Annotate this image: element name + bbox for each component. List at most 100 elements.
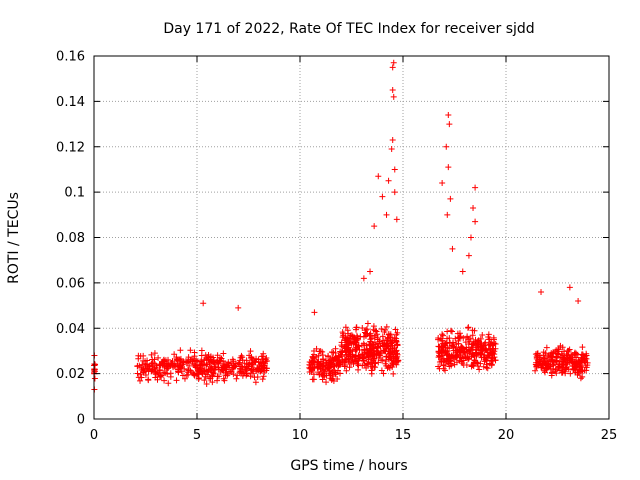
data-point [384, 337, 391, 344]
data-point [191, 371, 198, 378]
data-point [142, 372, 149, 379]
data-point [365, 356, 372, 363]
data-point [445, 164, 452, 171]
data-point [355, 353, 362, 360]
data-point [389, 87, 396, 94]
data-point [445, 355, 452, 362]
data-point [309, 367, 316, 374]
data-point [142, 360, 149, 367]
data-point [260, 353, 267, 360]
data-point [388, 146, 395, 153]
data-point [202, 373, 209, 380]
data-point [437, 335, 444, 342]
data-point [230, 371, 237, 378]
data-point [390, 370, 397, 377]
data-point [325, 359, 332, 366]
data-point [187, 347, 194, 354]
data-point [317, 360, 324, 367]
y-tick-label: 0.04 [56, 322, 85, 337]
data-point [334, 376, 341, 383]
data-point [444, 211, 451, 218]
data-point [366, 349, 373, 356]
data-point [319, 348, 326, 355]
data-point [555, 348, 562, 355]
data-point [180, 359, 187, 366]
y-tick-label: 0.14 [56, 95, 85, 110]
data-point [346, 364, 353, 371]
data-point [569, 352, 576, 359]
data-point [385, 331, 392, 338]
data-point [174, 356, 181, 363]
data-point [352, 339, 359, 346]
data-point [237, 354, 244, 361]
data-point [329, 354, 336, 361]
data-point [155, 354, 162, 361]
data-point [469, 327, 476, 334]
data-point [173, 377, 180, 384]
data-point [469, 332, 476, 339]
data-point [353, 358, 360, 365]
data-point [187, 357, 194, 364]
data-point [170, 364, 177, 371]
data-point [532, 351, 539, 358]
data-point [148, 368, 155, 375]
data-point [540, 349, 547, 356]
data-point [484, 365, 491, 372]
data-point [485, 353, 492, 360]
data-point [198, 347, 205, 354]
data-point [326, 364, 333, 371]
data-point [492, 357, 499, 364]
data-point [231, 363, 238, 370]
data-point [235, 360, 242, 367]
data-point [92, 361, 99, 368]
data-point [241, 369, 248, 376]
data-point [459, 268, 466, 275]
data-point [384, 365, 391, 372]
data-point [248, 355, 255, 362]
data-point [372, 360, 379, 367]
data-point [438, 344, 445, 351]
data-point [364, 345, 371, 352]
data-point [542, 365, 549, 372]
data-point [343, 367, 350, 374]
data-point [368, 370, 375, 377]
data-point [465, 355, 472, 362]
data-point [443, 143, 450, 150]
data-point [387, 350, 394, 357]
data-point [383, 211, 390, 218]
data-point [486, 336, 493, 343]
data-point [161, 377, 168, 384]
data-point [337, 361, 344, 368]
data-point [259, 376, 266, 383]
data-point [447, 195, 454, 202]
data-point [562, 370, 569, 377]
data-point [319, 356, 326, 363]
data-point [193, 363, 200, 370]
data-point [357, 333, 364, 340]
data-point [472, 218, 479, 225]
data-point [468, 351, 475, 358]
data-point [456, 333, 463, 340]
data-point [339, 329, 346, 336]
data-point [370, 326, 377, 333]
data-point [435, 343, 442, 350]
data-point [187, 367, 194, 374]
data-point [156, 366, 163, 373]
data-point [482, 339, 489, 346]
data-point [479, 332, 486, 339]
data-point [199, 370, 206, 377]
data-point [321, 370, 328, 377]
data-point [383, 357, 390, 364]
data-point [217, 358, 224, 365]
data-point [199, 371, 206, 378]
data-point [256, 366, 263, 373]
data-points [91, 59, 591, 393]
data-point [451, 361, 458, 368]
data-point [574, 370, 581, 377]
data-point [338, 339, 345, 346]
data-point [532, 367, 539, 374]
data-point [576, 362, 583, 369]
data-point [455, 340, 462, 347]
data-point [148, 351, 155, 358]
data-point [235, 304, 242, 311]
